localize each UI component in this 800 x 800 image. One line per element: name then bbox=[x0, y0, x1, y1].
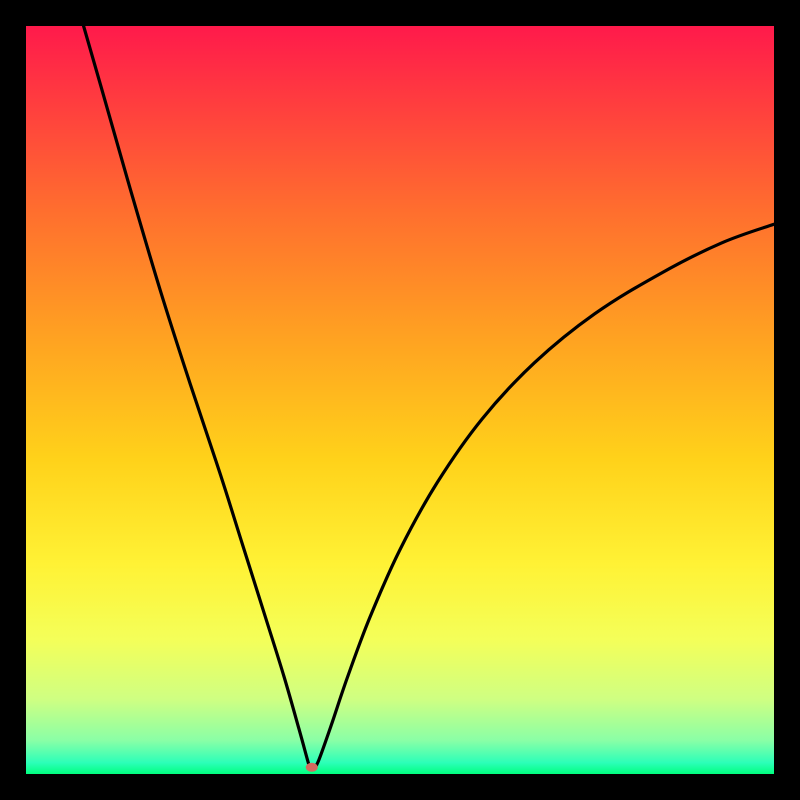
chart-frame: TheBottleneck.com bbox=[0, 0, 800, 800]
gradient-background bbox=[26, 26, 774, 774]
plot-area bbox=[26, 26, 774, 774]
optimal-point-marker bbox=[306, 763, 318, 772]
bottleneck-chart-svg bbox=[26, 26, 774, 774]
